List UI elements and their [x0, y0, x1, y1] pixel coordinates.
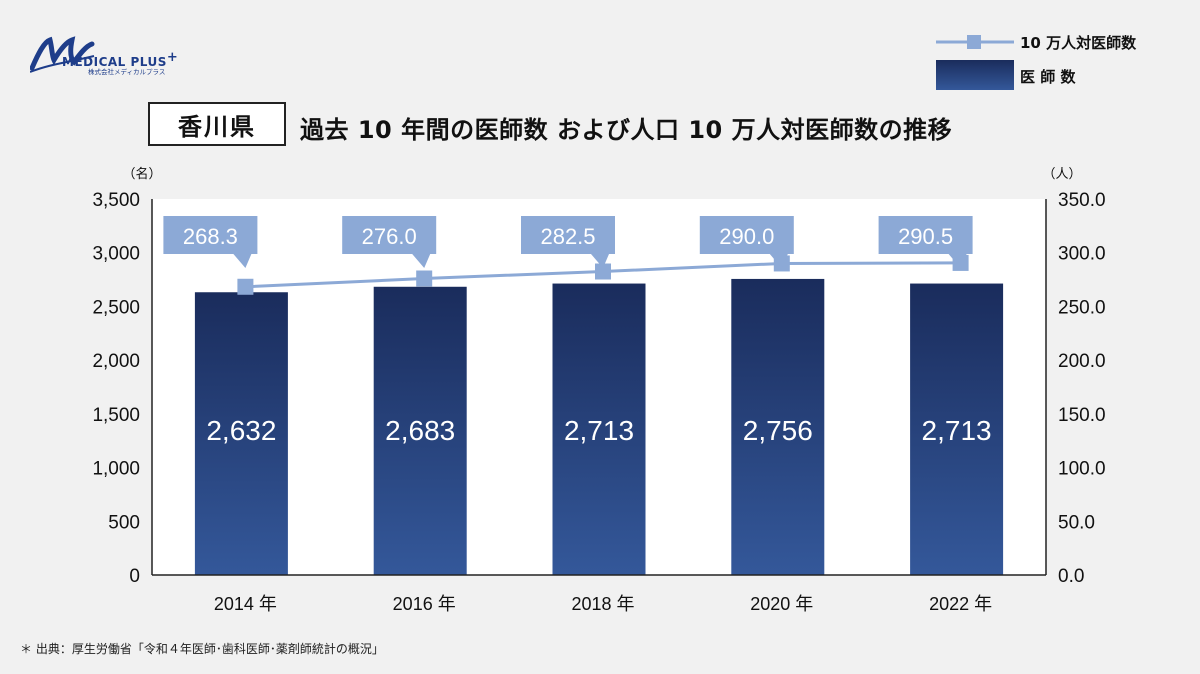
chart-title: 過去 10 年間の医師数 および人口 10 万人対医師数の推移 [300, 116, 953, 144]
y-left-tick-label-2: 1,000 [92, 459, 140, 480]
y-right-tick-label-3: 150.0 [1058, 405, 1106, 426]
legend-line-label: 10 万人対医師数 [1020, 34, 1137, 52]
brand-plus-mark: + [166, 50, 179, 65]
y-left-tick-label-1: 500 [108, 512, 140, 533]
legend-line-swatch [936, 35, 1014, 49]
y-right-tick-label-4: 200.0 [1058, 351, 1106, 372]
y-left-unit: （名） [122, 166, 161, 181]
line-value-label-2: 282.5 [540, 224, 595, 249]
line-value-label-0: 268.3 [183, 224, 238, 249]
x-tick-label-0: 2014 年 [214, 594, 277, 614]
bar-value-label-3: 2,756 [743, 415, 813, 446]
line-callout-1 [342, 216, 437, 268]
y-right-tick-label-5: 250.0 [1058, 297, 1106, 318]
bar-2 [552, 283, 646, 575]
line-point-1 [416, 270, 433, 287]
x-tick-label-1: 2016 年 [393, 594, 456, 614]
x-tick-label-2: 2018 年 [571, 594, 634, 614]
line-value-label-4: 290.5 [898, 224, 953, 249]
prefecture-label: 香川県 [148, 102, 286, 146]
legend-bar-label: 医 師 数 [1020, 68, 1076, 86]
bar-1 [373, 286, 467, 575]
line-point-2 [595, 263, 611, 280]
brand-subtitle: 株式会社メディカルプラス [88, 68, 166, 76]
bar-value-label-4: 2,713 [922, 415, 992, 446]
y-right-tick-label-0: 0.0 [1058, 566, 1084, 587]
y-right-unit: （人） [1042, 166, 1081, 181]
bar-4 [910, 283, 1004, 575]
x-tick-label-4: 2022 年 [929, 594, 992, 614]
line-callout-0 [163, 216, 258, 268]
y-right-tick-label-1: 50.0 [1058, 512, 1095, 533]
brand-name: MEDICAL PLUS+ [62, 50, 179, 69]
y-right-tick-label-2: 100.0 [1058, 459, 1106, 480]
y-left-tick-label-7: 3,500 [92, 190, 140, 211]
bar-3 [731, 278, 825, 575]
y-left-tick-label-0: 0 [129, 566, 140, 587]
legend-bar-swatch [936, 60, 1014, 90]
bar-0 [194, 292, 288, 575]
x-tick-label-3: 2020 年 [750, 594, 813, 614]
y-right-tick-label-6: 300.0 [1058, 244, 1106, 265]
line-callout-4 [878, 216, 973, 268]
y-right-tick-label-7: 350.0 [1058, 190, 1106, 211]
line-callout-3 [699, 216, 794, 268]
y-left-tick-label-3: 1,500 [92, 405, 140, 426]
bar-value-label-0: 2,632 [206, 415, 276, 446]
line-callout-2 [521, 216, 615, 268]
y-left-tick-label-5: 2,500 [92, 297, 140, 318]
brand-logo-icon [30, 36, 95, 73]
y-left-tick-label-4: 2,000 [92, 351, 140, 372]
bar-value-label-2: 2,713 [564, 415, 634, 446]
line-value-label-3: 290.0 [719, 224, 774, 249]
y-left-tick-label-6: 3,000 [92, 244, 140, 265]
source-note: ＊ 出典：厚生労働省「令和４年医師･歯科医師･薬剤師統計の概況」 [20, 642, 384, 656]
bar-value-label-1: 2,683 [385, 415, 455, 446]
line-point-0 [237, 278, 254, 295]
line-value-label-1: 276.0 [362, 224, 417, 249]
